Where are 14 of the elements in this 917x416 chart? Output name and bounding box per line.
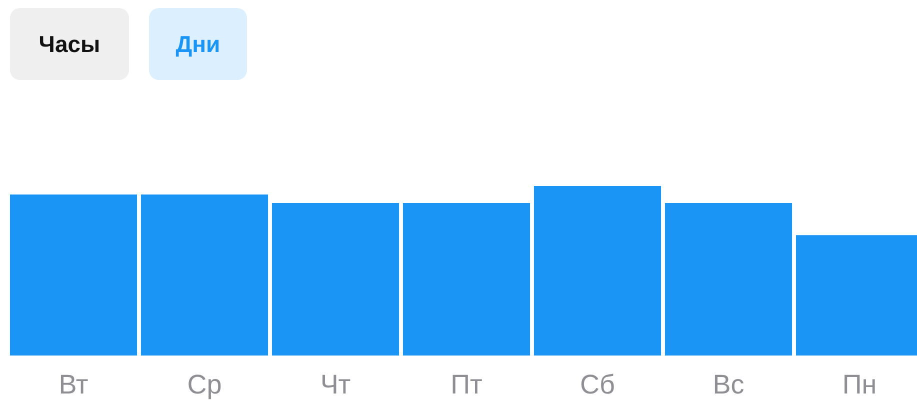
bar — [664, 202, 792, 356]
bar — [534, 186, 662, 356]
x-tick-label: Вс — [712, 369, 744, 400]
x-tick-label: Пт — [450, 369, 482, 400]
x-tick-label: Вт — [58, 369, 88, 400]
x-tick-label: Сб — [580, 369, 615, 400]
x-tick-label: Ср — [187, 369, 222, 400]
bar — [140, 194, 268, 356]
bar — [402, 202, 530, 356]
hours-tab-button[interactable]: Часы — [10, 8, 129, 80]
x-tick-label: Чт — [320, 369, 351, 400]
x-tick-label: Пн — [842, 369, 877, 400]
bar — [272, 202, 400, 356]
bar — [10, 194, 138, 356]
